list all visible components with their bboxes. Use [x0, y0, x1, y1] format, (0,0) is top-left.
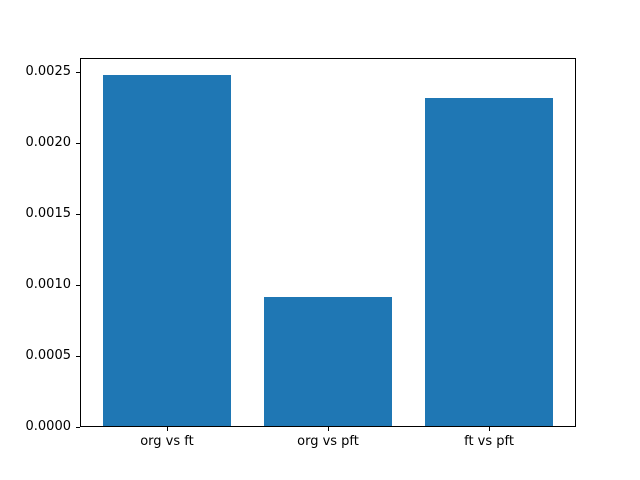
x-tick-label: ft vs pft — [464, 434, 514, 449]
y-tick-mark — [76, 142, 80, 144]
y-tick-mark — [76, 284, 80, 286]
y-tick-mark — [76, 426, 80, 428]
y-tick-mark — [76, 355, 80, 357]
y-tick-label: 0.0025 — [25, 64, 72, 80]
x-tick-mark — [166, 427, 168, 431]
x-tick-label: org vs pft — [297, 434, 359, 449]
y-tick-label: 0.0005 — [25, 348, 72, 364]
y-tick-label: 0.0010 — [25, 277, 72, 293]
y-tick-label: 0.0000 — [25, 419, 72, 434]
bar-org-vs-ft — [102, 75, 232, 426]
bar-ft-vs-pft — [424, 98, 554, 426]
bar-org-vs-pft — [263, 296, 393, 426]
y-tick-mark — [76, 213, 80, 215]
y-tick-label: 0.0020 — [25, 135, 72, 151]
x-tick-label: org vs ft — [140, 434, 194, 449]
y-tick-label: 0.0015 — [25, 206, 72, 222]
x-tick-mark — [489, 427, 491, 431]
x-tick-mark — [328, 427, 329, 431]
y-tick-mark — [76, 71, 80, 73]
plot-area — [80, 58, 576, 427]
